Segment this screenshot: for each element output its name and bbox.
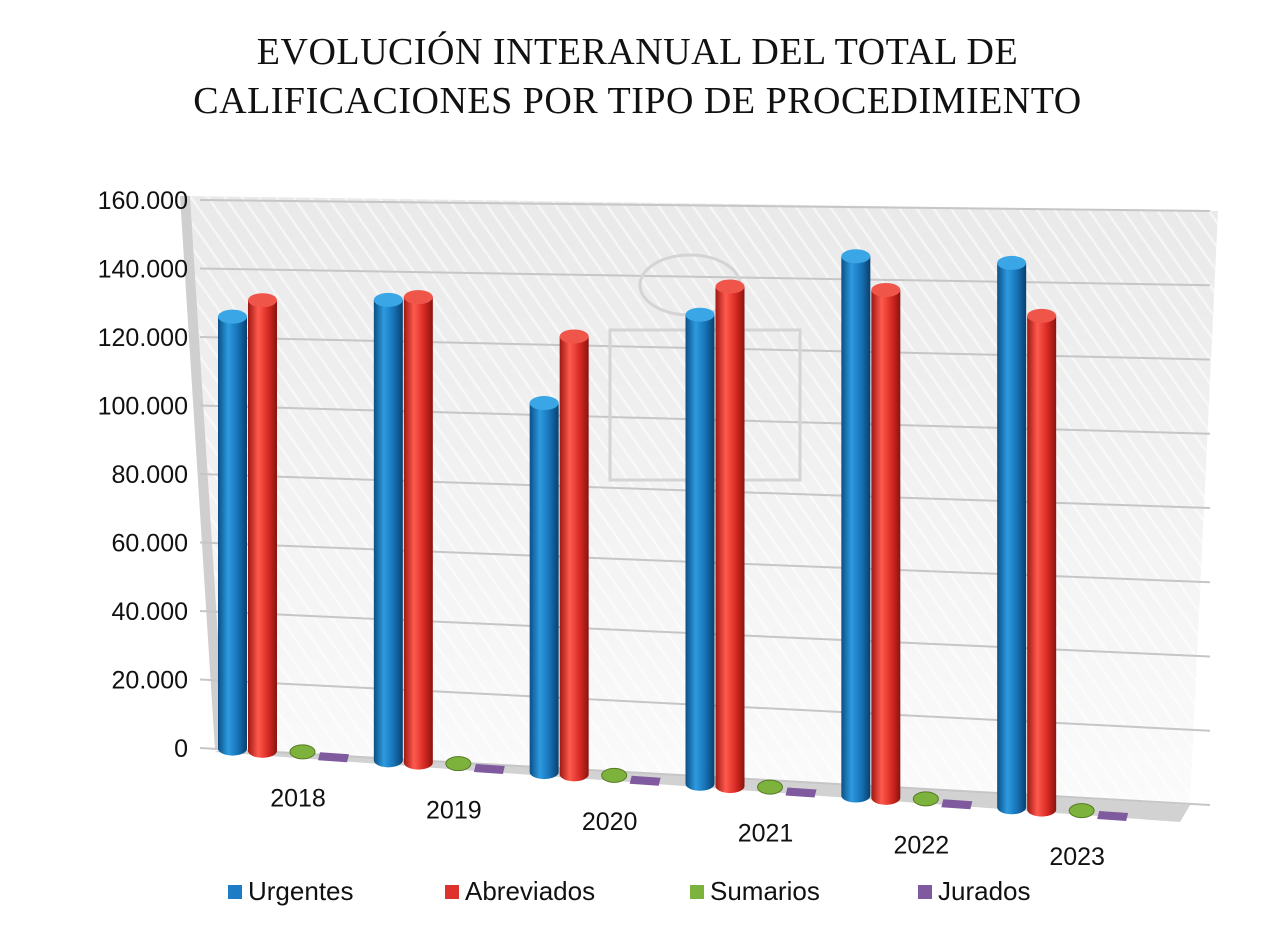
y-tick-label: 20.000 <box>112 667 188 695</box>
bar-body <box>841 256 871 803</box>
bar-sumarios <box>445 756 472 772</box>
legend-item-urgentes: Urgentes <box>228 876 354 907</box>
y-tick-label: 0 <box>174 735 188 763</box>
bar-body <box>248 300 277 758</box>
legend: Urgentes Abreviados Sumarios Jurados <box>0 876 1275 916</box>
bar-cap <box>248 293 277 308</box>
legend-swatch <box>690 884 704 899</box>
bar-body <box>403 297 433 770</box>
y-tick-label: 100.000 <box>98 393 188 421</box>
bar-cap <box>685 307 715 322</box>
y-tick-label: 80.000 <box>112 461 188 489</box>
bar-urgentes <box>841 249 871 803</box>
legend-label: Urgentes <box>248 876 354 906</box>
chart-title-line-1: EVOLUCIÓN INTERANUAL DEL TOTAL DE <box>256 31 1019 73</box>
bar-body <box>559 336 589 782</box>
bar-body <box>685 314 715 791</box>
bar-body <box>218 316 247 756</box>
legend-swatch <box>445 884 459 899</box>
legend-swatch <box>918 884 932 899</box>
legend-label: Abreviados <box>465 876 596 906</box>
legend-item-abreviados: Abreviados <box>445 876 595 907</box>
bar-sumarios <box>912 791 939 807</box>
chart-title: EVOLUCIÓN INTERANUAL DEL TOTAL DE CALIFI… <box>0 28 1275 126</box>
bar-body <box>871 289 901 805</box>
y-tick-label: 60.000 <box>112 530 188 558</box>
x-tick-label: 2018 <box>270 785 326 813</box>
bar-body <box>1027 315 1057 817</box>
x-tick-label: 2023 <box>1049 843 1105 871</box>
bar-cap <box>403 290 433 305</box>
bar-cap <box>871 282 901 297</box>
bar-jurados <box>941 799 973 810</box>
bar-body <box>529 403 559 780</box>
bar-cap <box>841 249 871 264</box>
bar-body <box>373 299 403 768</box>
bar-jurados <box>785 787 817 798</box>
bar-urgentes <box>373 292 403 768</box>
gridline <box>199 199 1211 212</box>
bar-jurados <box>1097 810 1129 821</box>
gridline <box>199 267 1211 287</box>
bar-jurados <box>318 752 349 763</box>
legend-label: Sumarios <box>710 876 820 906</box>
x-tick-label: 2021 <box>738 820 794 848</box>
bar-urgentes <box>529 396 559 780</box>
legend-swatch <box>228 884 242 899</box>
bar-abreviados <box>871 282 901 805</box>
bar-sumarios <box>1068 803 1095 819</box>
y-tick-label: 160.000 <box>98 187 188 215</box>
bar-cap <box>218 309 247 324</box>
bar-sumarios <box>289 744 316 760</box>
bar-body <box>715 286 745 794</box>
legend-item-sumarios: Sumarios <box>690 876 820 907</box>
bars <box>218 249 1129 821</box>
bar-abreviados <box>559 329 589 782</box>
y-tick-label: 120.000 <box>98 324 188 352</box>
y-tick-label: 40.000 <box>112 598 188 626</box>
bar-abreviados <box>248 293 277 758</box>
x-tick-label: 2022 <box>894 831 950 859</box>
bar-body <box>997 262 1027 815</box>
bar-abreviados <box>1027 308 1057 817</box>
bar-abreviados <box>715 279 745 794</box>
bar-cap <box>715 279 745 294</box>
bar-urgentes <box>685 307 715 791</box>
y-tick-label: 140.000 <box>98 256 188 284</box>
bar-sumarios <box>601 767 628 783</box>
legend-label: Jurados <box>938 876 1031 906</box>
legend-item-jurados: Jurados <box>918 876 1031 907</box>
axes: 0 20.000 40.000 60.000 80.000 100.000 120.000 1… <box>98 187 1105 871</box>
bar-cap <box>529 396 559 411</box>
bar-abreviados <box>403 290 433 770</box>
bar-jurados <box>473 764 505 775</box>
bar-cap <box>559 329 589 344</box>
bar-cap <box>1027 308 1057 323</box>
x-tick-label: 2020 <box>582 808 638 836</box>
bar-cap <box>997 255 1027 270</box>
bar-urgentes <box>218 309 247 756</box>
x-tick-label: 2019 <box>426 796 482 824</box>
chart-title-line-2: CALIFICACIONES POR TIPO DE PROCEDIMIENTO <box>193 80 1082 122</box>
bar-jurados <box>629 775 661 786</box>
bar-sumarios <box>757 779 783 795</box>
bar-urgentes <box>997 255 1027 815</box>
bar-cap <box>373 292 403 307</box>
